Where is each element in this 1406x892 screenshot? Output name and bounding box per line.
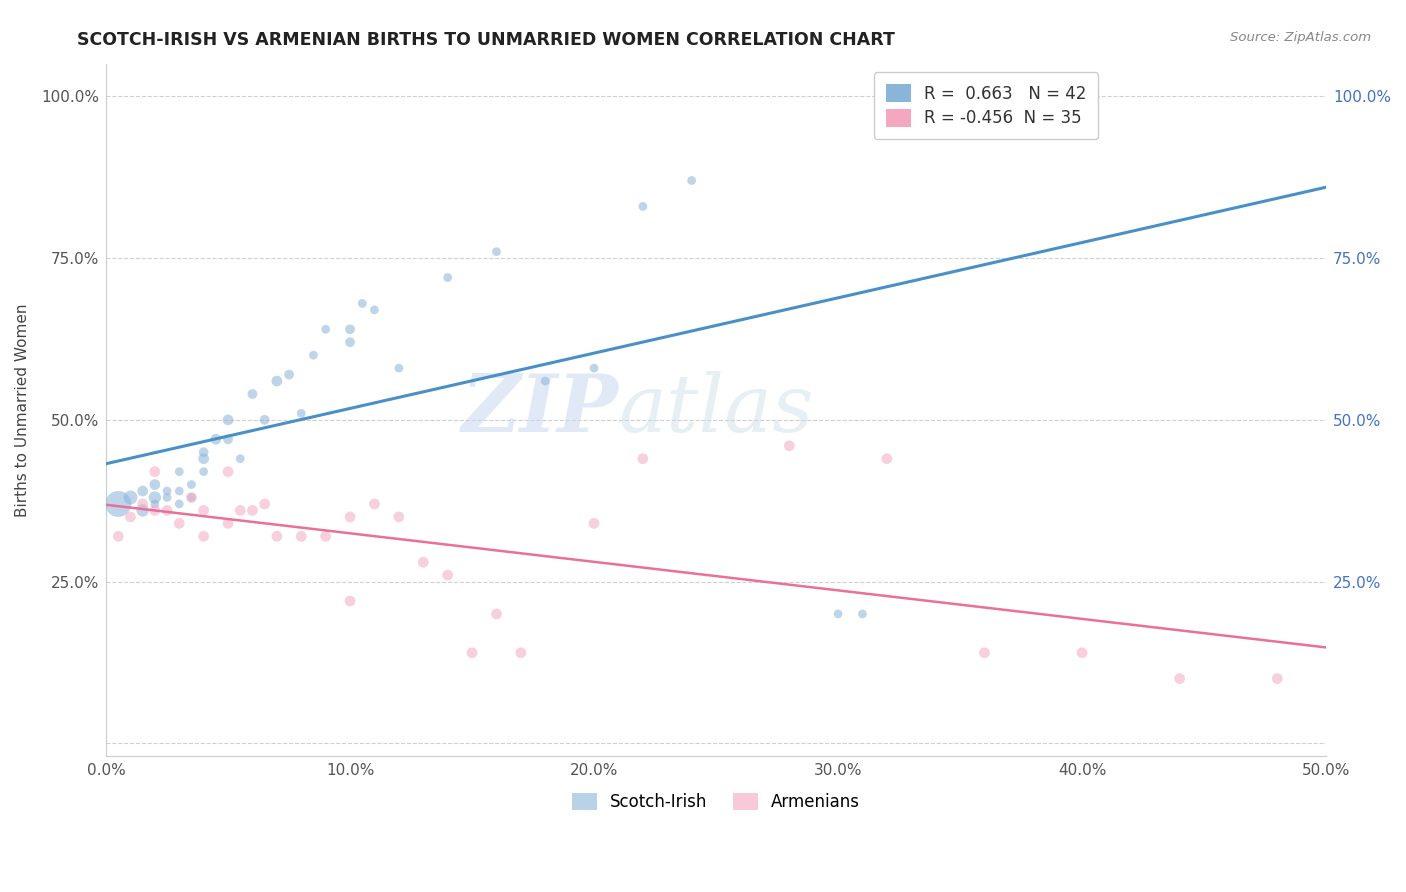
Point — [851, 607, 873, 621]
Point — [242, 503, 264, 517]
Text: SCOTCH-IRISH VS ARMENIAN BIRTHS TO UNMARRIED WOMEN CORRELATION CHART: SCOTCH-IRISH VS ARMENIAN BIRTHS TO UNMAR… — [77, 31, 896, 49]
Point — [229, 503, 252, 517]
Point — [131, 497, 153, 511]
Point — [217, 465, 239, 479]
Point — [827, 607, 849, 621]
Point — [107, 529, 129, 543]
Point — [631, 451, 654, 466]
Point — [217, 432, 239, 446]
Point — [876, 451, 898, 466]
Point — [778, 439, 800, 453]
Point — [290, 529, 312, 543]
Point — [631, 199, 654, 213]
Point — [583, 361, 606, 376]
Point — [485, 607, 508, 621]
Point — [388, 361, 411, 376]
Point — [253, 497, 276, 511]
Point — [167, 465, 190, 479]
Point — [120, 509, 142, 524]
Point — [363, 302, 385, 317]
Point — [363, 497, 385, 511]
Point — [156, 491, 179, 505]
Point — [217, 516, 239, 531]
Point — [143, 477, 166, 491]
Point — [485, 244, 508, 259]
Point — [436, 568, 458, 582]
Point — [217, 413, 239, 427]
Point — [143, 497, 166, 511]
Text: ZIP: ZIP — [461, 371, 619, 449]
Point — [193, 465, 215, 479]
Point — [339, 509, 361, 524]
Legend: Scotch-Irish, Armenians: Scotch-Irish, Armenians — [558, 780, 873, 824]
Point — [205, 432, 228, 446]
Point — [509, 646, 531, 660]
Point — [266, 529, 288, 543]
Point — [193, 529, 215, 543]
Point — [266, 374, 288, 388]
Point — [973, 646, 995, 660]
Point — [167, 497, 190, 511]
Point — [1265, 672, 1288, 686]
Point — [315, 529, 337, 543]
Point — [876, 109, 898, 123]
Point — [339, 322, 361, 336]
Point — [534, 374, 557, 388]
Point — [681, 173, 703, 187]
Point — [339, 594, 361, 608]
Point — [339, 335, 361, 350]
Point — [167, 516, 190, 531]
Point — [253, 413, 276, 427]
Point — [242, 387, 264, 401]
Point — [131, 503, 153, 517]
Point — [278, 368, 301, 382]
Point — [193, 451, 215, 466]
Y-axis label: Births to Unmarried Women: Births to Unmarried Women — [15, 303, 30, 516]
Point — [156, 483, 179, 498]
Text: atlas: atlas — [619, 371, 814, 449]
Point — [143, 465, 166, 479]
Point — [180, 477, 202, 491]
Point — [193, 503, 215, 517]
Point — [1168, 672, 1191, 686]
Point — [229, 451, 252, 466]
Point — [193, 445, 215, 459]
Point — [352, 296, 374, 310]
Point — [156, 503, 179, 517]
Point — [120, 491, 142, 505]
Point — [302, 348, 325, 362]
Point — [167, 483, 190, 498]
Point — [315, 322, 337, 336]
Point — [143, 503, 166, 517]
Point — [290, 406, 312, 420]
Point — [180, 491, 202, 505]
Point — [461, 646, 484, 660]
Point — [583, 516, 606, 531]
Point — [107, 497, 129, 511]
Point — [412, 555, 434, 569]
Point — [143, 491, 166, 505]
Point — [1071, 646, 1094, 660]
Text: Source: ZipAtlas.com: Source: ZipAtlas.com — [1230, 31, 1371, 45]
Point — [436, 270, 458, 285]
Point — [131, 483, 153, 498]
Point — [388, 509, 411, 524]
Point — [180, 491, 202, 505]
